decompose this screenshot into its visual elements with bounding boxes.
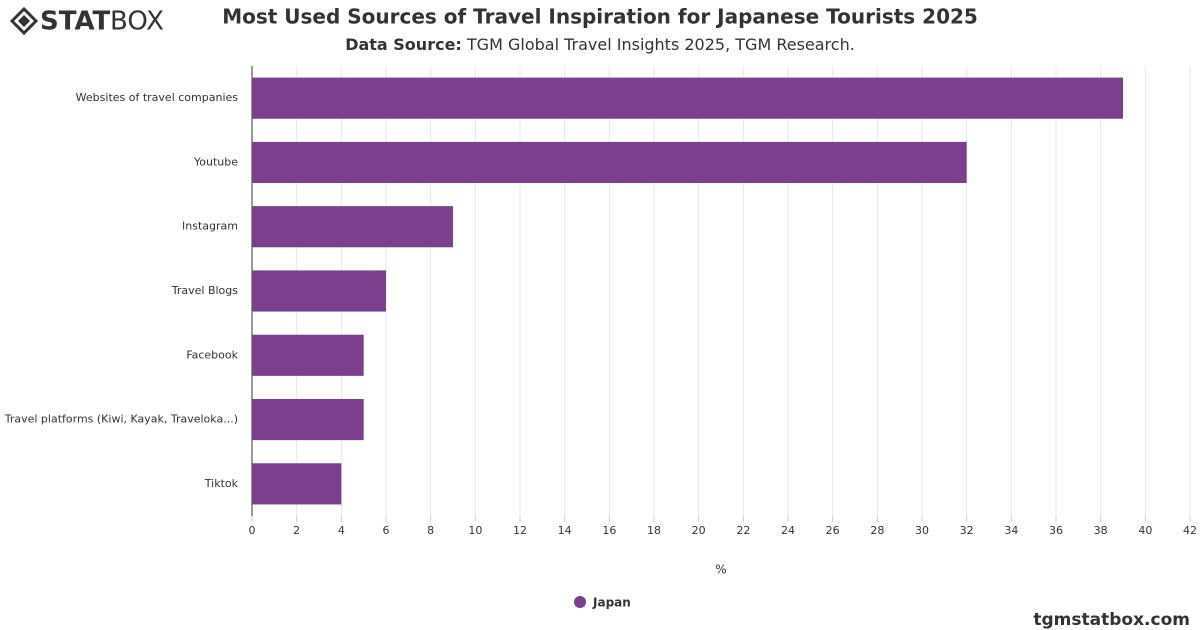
logo-icon-inner <box>18 15 30 27</box>
x-tick-label: 22 <box>736 524 750 537</box>
bar <box>252 206 453 248</box>
x-axis-label: % <box>715 563 726 577</box>
footer: tgmstatbox.com <box>1033 610 1190 630</box>
x-tick-label: 32 <box>960 524 974 537</box>
x-tick-label: 24 <box>781 524 795 537</box>
x-tick-label: 2 <box>293 524 300 537</box>
x-tick-label: 20 <box>692 524 706 537</box>
chart-subtitle: Data Source: TGM Global Travel Insights … <box>345 35 855 54</box>
y-tick-label: Travel platforms (Kiwi, Kayak, Traveloka… <box>4 413 238 426</box>
x-tick-label: 38 <box>1094 524 1108 537</box>
x-tick-label: 30 <box>915 524 929 537</box>
bar <box>252 463 342 505</box>
y-tick-label: Websites of travel companies <box>76 91 239 104</box>
x-tick-label: 16 <box>602 524 616 537</box>
bar <box>252 399 364 441</box>
logo-icon <box>9 6 39 36</box>
x-tick-label: 14 <box>558 524 572 537</box>
y-tick-label: Instagram <box>182 220 238 233</box>
x-tick-label: 6 <box>383 524 390 537</box>
x-tick-label: 36 <box>1049 524 1063 537</box>
bar <box>252 270 386 312</box>
bar <box>252 141 967 183</box>
y-tick-label: Travel Blogs <box>171 284 239 297</box>
subtitle-text: TGM Global Travel Insights 2025, TGM Res… <box>466 35 855 54</box>
x-tick-label: 4 <box>338 524 345 537</box>
y-tick-label: Youtube <box>193 155 238 168</box>
x-tick-label: 42 <box>1183 524 1197 537</box>
x-tick-label: 26 <box>826 524 840 537</box>
bar <box>252 77 1123 119</box>
legend-marker[interactable] <box>574 596 586 608</box>
x-tick-label: 40 <box>1138 524 1152 537</box>
y-tick-label: Facebook <box>186 348 238 361</box>
x-tick-label: 10 <box>468 524 482 537</box>
bar <box>252 334 364 376</box>
logo: STAT BOX <box>9 6 164 37</box>
logo-bold: STAT <box>40 7 111 37</box>
chart-title: Most Used Sources of Travel Inspiration … <box>222 5 978 29</box>
subtitle-label: Data Source: <box>345 35 462 54</box>
x-tick-label: 0 <box>249 524 256 537</box>
x-tick-label: 28 <box>870 524 884 537</box>
x-tick-label: 34 <box>1004 524 1018 537</box>
x-tick-label: 12 <box>513 524 527 537</box>
legend-label[interactable]: Japan <box>592 596 631 610</box>
y-tick-label: Tiktok <box>204 477 239 490</box>
logo-light: BOX <box>110 7 164 37</box>
x-tick-label: 8 <box>427 524 434 537</box>
x-tick-label: 18 <box>647 524 661 537</box>
